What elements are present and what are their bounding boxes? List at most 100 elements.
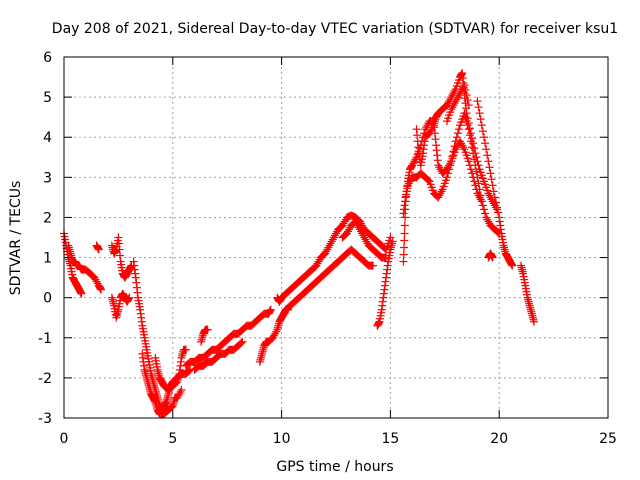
x-tick-label: 0	[60, 431, 69, 447]
data-point-marker	[508, 261, 517, 270]
data-point-marker	[471, 149, 480, 158]
data-point-marker	[466, 129, 475, 138]
data-point-marker	[466, 165, 475, 174]
data-point-marker	[354, 223, 363, 232]
data-point-marker	[434, 193, 443, 202]
data-point-marker	[460, 81, 469, 90]
data-point-marker	[359, 231, 368, 240]
data-point-marker	[463, 96, 472, 105]
data-point-marker	[474, 103, 483, 112]
data-point-marker	[482, 145, 491, 154]
data-point-marker	[399, 257, 408, 266]
data-point-marker	[470, 177, 479, 186]
data-point-marker	[77, 289, 86, 298]
data-point-marker	[355, 225, 364, 234]
data-point-marker	[94, 245, 103, 254]
data-point-marker	[484, 189, 493, 198]
data-point-marker	[181, 345, 190, 354]
data-point-marker	[409, 159, 418, 168]
data-point-marker	[475, 185, 484, 194]
data-point-marker	[444, 169, 453, 178]
data-point-marker	[339, 219, 348, 228]
data-point-marker	[352, 219, 361, 228]
data-point-marker	[493, 203, 502, 212]
data-point-marker	[321, 249, 330, 258]
data-point-marker	[403, 181, 412, 190]
y-tick-label: 2	[43, 210, 52, 226]
data-point-marker	[447, 105, 456, 114]
data-point-marker	[530, 317, 539, 326]
data-point-marker	[462, 91, 471, 100]
data-point-marker	[368, 261, 377, 270]
data-point-marker	[464, 157, 473, 166]
data-point-marker	[268, 333, 277, 342]
data-point-marker	[330, 231, 339, 240]
x-tick-label: 25	[599, 431, 617, 447]
data-point-marker	[322, 247, 331, 256]
data-point-marker	[325, 241, 334, 250]
data-point-marker	[459, 143, 468, 152]
data-point-marker	[400, 236, 409, 245]
x-tick-label: 15	[381, 431, 399, 447]
data-point-marker	[338, 221, 347, 230]
data-point-marker	[437, 187, 446, 196]
data-point-marker	[342, 229, 351, 238]
data-point-marker	[474, 179, 483, 188]
data-point-marker	[237, 338, 246, 347]
data-point-marker	[449, 147, 458, 156]
data-point-marker	[238, 337, 247, 346]
data-point-marker	[481, 139, 490, 148]
data-point-marker	[489, 187, 498, 196]
data-point-marker	[329, 233, 338, 242]
y-tick-label: -3	[38, 411, 52, 427]
y-tick-label: 0	[43, 291, 52, 307]
data-point-marker	[92, 277, 101, 286]
data-point-marker	[388, 237, 397, 246]
y-tick-label: 3	[43, 170, 52, 186]
data-point-marker	[476, 191, 485, 200]
data-point-marker	[173, 393, 182, 402]
data-point-marker	[481, 209, 490, 218]
data-point-marker	[327, 237, 336, 246]
data-point-marker	[475, 109, 484, 118]
data-point-marker	[465, 124, 474, 133]
data-point-marker	[266, 305, 275, 314]
x-axis-label: GPS time / hours	[276, 459, 393, 475]
data-point-marker	[427, 125, 436, 134]
x-tick-label: 20	[490, 431, 508, 447]
data-point-marker	[479, 133, 488, 142]
data-point-marker	[477, 121, 486, 130]
data-point-marker	[174, 391, 183, 400]
data-point-marker	[314, 257, 323, 266]
y-tick-label: -1	[38, 331, 52, 347]
data-point-marker	[478, 127, 487, 136]
data-point-marker	[454, 125, 463, 134]
data-point-marker	[175, 389, 184, 398]
data-point-marker	[410, 157, 419, 166]
data-point-marker	[488, 181, 497, 190]
y-tick-label: 4	[43, 130, 52, 146]
data-point-marker	[323, 245, 332, 254]
axis-ticks: 0 5 10 15 20 25 -3 -2 -1 0 1 2 3 4 5 6	[38, 50, 617, 447]
data-point-marker	[485, 191, 494, 200]
data-point-marker	[473, 97, 482, 106]
data-point-marker	[400, 243, 408, 252]
data-point-marker	[477, 197, 486, 206]
data-point-marker	[473, 173, 482, 182]
data-point-marker	[436, 189, 445, 198]
data-point-marker	[450, 142, 459, 151]
data-point-marker	[404, 179, 413, 188]
data-point-marker	[448, 152, 457, 161]
data-point-marker	[435, 163, 444, 172]
data-point-marker	[345, 225, 354, 234]
y-tick-label: 6	[43, 50, 52, 66]
data-point-marker	[91, 275, 100, 284]
plot-frame	[63, 56, 609, 419]
data-point-marker	[177, 385, 186, 394]
data-point-marker	[451, 97, 460, 106]
data-point-marker	[360, 233, 369, 242]
data-point-marker	[494, 208, 503, 217]
data-point-marker	[445, 165, 454, 174]
data-point-marker	[426, 127, 435, 136]
